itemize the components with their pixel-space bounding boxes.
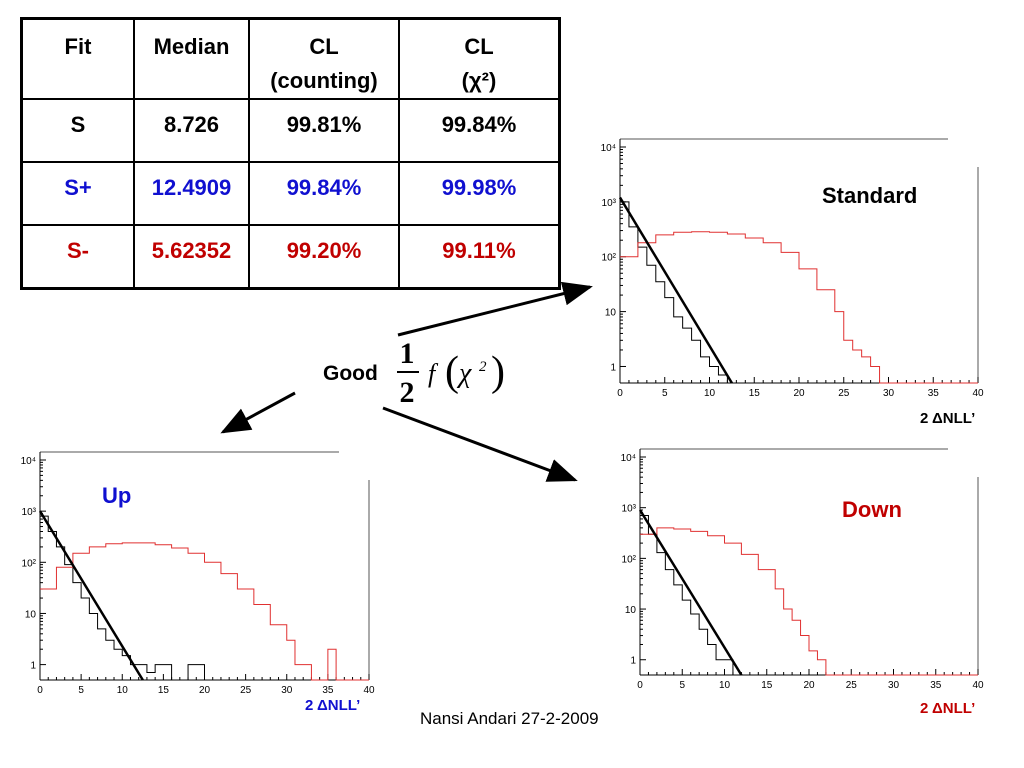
chart-up-xlabel: 2 ΔNLL’ — [305, 697, 361, 714]
x-tick-label: 40 — [972, 388, 984, 399]
arrow-to-standard — [397, 281, 593, 337]
x-tick-label: 20 — [199, 685, 211, 693]
x-tick-label: 30 — [281, 685, 293, 693]
y-tick-label: 1 — [630, 656, 636, 667]
fit-line — [638, 509, 743, 676]
cell-cl-chi2: 99.98% — [398, 161, 561, 226]
x-tick-label: 0 — [37, 685, 43, 693]
cell-cl-counting: 99.84% — [248, 161, 400, 226]
table-header-row: Fit Median CL (counting) CL (χ²) — [20, 17, 561, 100]
results-table: Fit Median CL (counting) CL (χ²) S 8.726 9… — [20, 17, 561, 290]
x-tick-label: 40 — [363, 685, 375, 693]
cell-cl-counting: 99.81% — [248, 98, 400, 163]
x-tick-label: 25 — [838, 388, 850, 399]
table-row: S+ 12.4909 99.84% 99.98% — [20, 161, 561, 226]
x-tick-label: 5 — [679, 680, 685, 691]
x-tick-label: 15 — [761, 680, 773, 691]
y-tick-label: 10 — [605, 308, 617, 319]
chart-label: Standard — [822, 183, 917, 208]
formula-numerator: 1 — [400, 337, 415, 370]
y-tick-label: 10³ — [22, 507, 37, 518]
header-cl-counting: CL (counting) — [248, 17, 400, 100]
x-tick-label: 15 — [158, 685, 170, 693]
formula-exp: 2 — [479, 359, 487, 375]
good-label: Good — [323, 362, 378, 385]
chart-label: Down — [842, 497, 902, 522]
y-tick-label: 10³ — [622, 504, 637, 515]
x-tick-label: 0 — [617, 388, 623, 399]
footer-credit: Nansi Andari 27-2-2009 — [420, 709, 599, 728]
y-tick-label: 10² — [22, 558, 37, 569]
x-tick-label: 5 — [662, 388, 668, 399]
formula-open-paren: ( — [445, 349, 459, 395]
y-tick-label: 10 — [625, 605, 637, 616]
histogram-series — [640, 527, 978, 676]
cell-fit: S — [20, 98, 135, 163]
y-tick-label: 10³ — [602, 198, 617, 209]
header-fit: Fit — [20, 17, 135, 100]
y-tick-label: 10² — [622, 554, 637, 565]
cell-median: 5.62352 — [133, 224, 250, 290]
arrow-to-up — [220, 391, 296, 434]
cell-median: 12.4909 — [133, 161, 250, 226]
formula: 1 2 f ( χ 2 ) — [397, 337, 505, 409]
cell-fit: S+ — [20, 161, 135, 226]
table-row: S- 5.62352 99.20% 99.11% — [20, 224, 561, 290]
y-tick-label: 10 — [25, 609, 37, 620]
x-tick-label: 30 — [888, 680, 900, 691]
chart-down-xlabel: 2 ΔNLL’ — [920, 700, 976, 717]
header-cl-chi2: CL (χ²) — [398, 17, 561, 100]
y-tick-label: 10⁴ — [621, 453, 636, 464]
header-median: Median — [133, 17, 250, 100]
chart-label: Up — [102, 483, 131, 508]
x-tick-label: 10 — [704, 388, 716, 399]
histogram-series — [40, 542, 369, 681]
x-tick-label: 35 — [928, 388, 940, 399]
histogram-series — [640, 515, 734, 675]
y-tick-label: 10² — [602, 253, 617, 264]
x-tick-label: 30 — [883, 388, 895, 399]
histogram-series — [40, 515, 213, 681]
formula-close-paren: ) — [491, 349, 505, 395]
table-row: S 8.726 99.81% 99.84% — [20, 98, 561, 163]
chart-standard-xlabel: 2 ΔNLL’ — [920, 410, 976, 427]
x-tick-label: 20 — [803, 680, 815, 691]
chart-standard: 1 10 10² 10³ 10⁴ 0 5 10 15 20 25 30 35 40 Standard — [601, 138, 984, 399]
chart-up: 1 10 10² 10³ 10⁴ 0 5 10 15 20 25 30 35 40 Up — [21, 451, 375, 693]
x-tick-label: 25 — [240, 685, 252, 693]
fit-line — [38, 510, 144, 681]
x-tick-label: 15 — [749, 388, 761, 399]
cell-fit: S- — [20, 224, 135, 290]
formula-denominator: 2 — [400, 376, 415, 409]
x-tick-label: 25 — [846, 680, 858, 691]
formula-chi: χ — [456, 358, 472, 389]
x-tick-label: 35 — [930, 680, 942, 691]
arrow-to-down — [382, 406, 578, 482]
formula-func: f — [428, 359, 439, 388]
x-tick-label: 40 — [972, 680, 984, 691]
cell-cl-chi2: 99.84% — [398, 98, 561, 163]
y-tick-label: 10⁴ — [601, 143, 616, 154]
cell-cl-counting: 99.20% — [248, 224, 400, 290]
x-tick-label: 35 — [322, 685, 334, 693]
histogram-series — [620, 231, 978, 384]
chart-down: 1 10 10² 10³ 10⁴ 0 5 10 15 20 25 30 35 40 Down — [621, 448, 984, 691]
x-tick-label: 20 — [793, 388, 805, 399]
x-tick-label: 10 — [719, 680, 731, 691]
x-tick-label: 5 — [78, 685, 84, 693]
cell-cl-chi2: 99.11% — [398, 224, 561, 290]
y-tick-label: 10⁴ — [21, 456, 36, 467]
histogram-series — [620, 201, 764, 384]
y-tick-label: 1 — [610, 362, 616, 373]
x-tick-label: 10 — [117, 685, 129, 693]
x-tick-label: 0 — [637, 680, 643, 691]
y-tick-label: 1 — [30, 661, 36, 672]
fit-line — [618, 196, 733, 384]
cell-median: 8.726 — [133, 98, 250, 163]
